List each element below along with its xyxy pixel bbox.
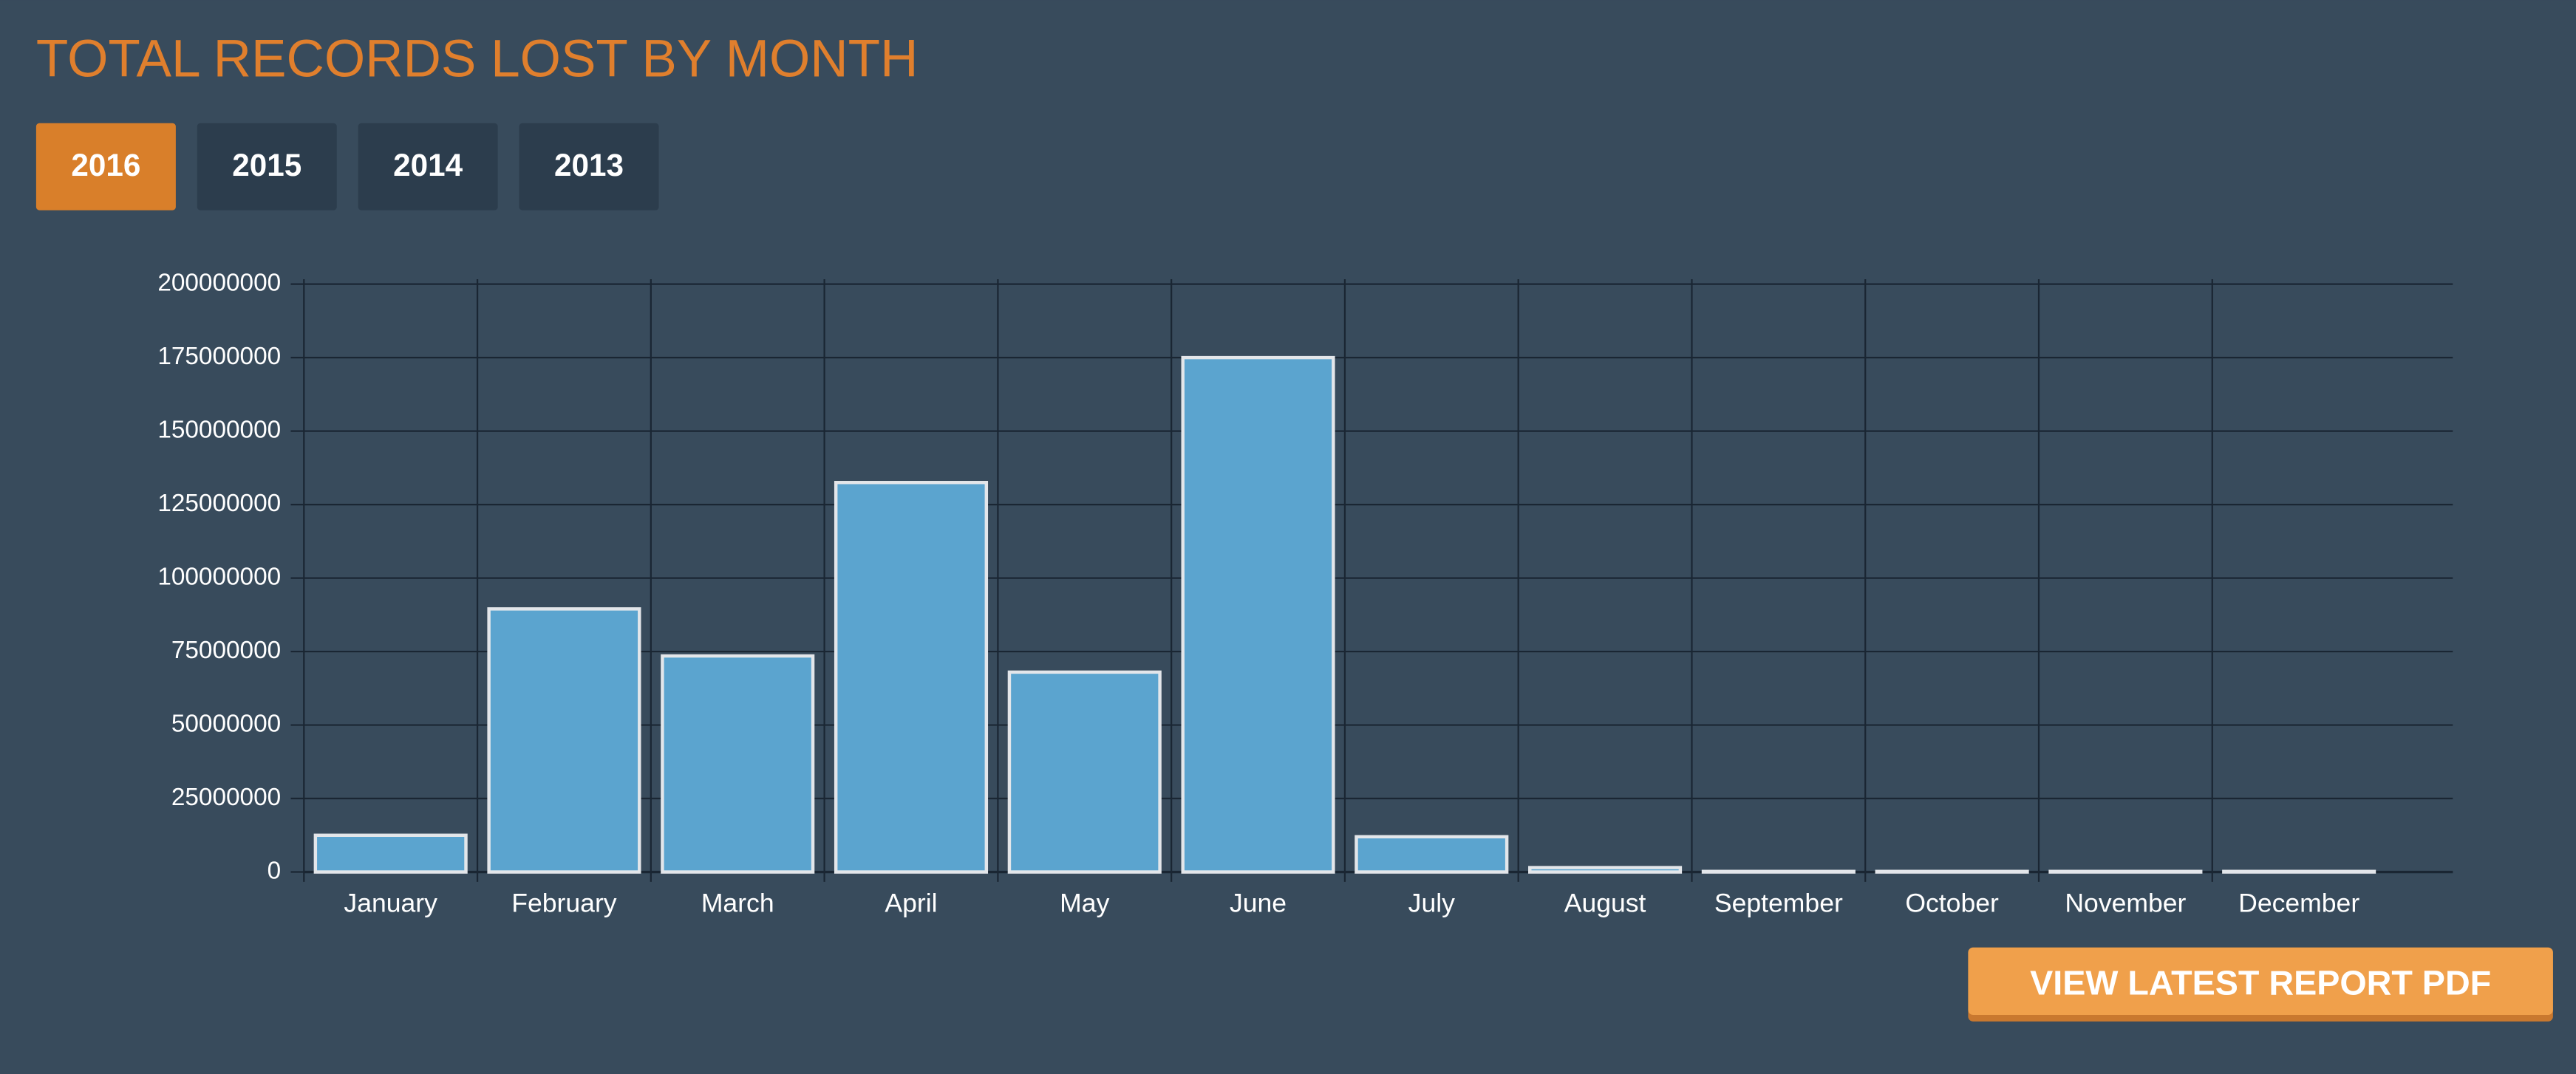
x-tick-label: May [1060,888,1109,917]
x-tick-label: March [701,888,774,917]
bar [1355,835,1509,874]
bar [661,654,815,874]
x-tick-label: June [1230,888,1287,917]
x-tick-label: July [1408,888,1455,917]
year-tab[interactable] [519,123,659,211]
year-tab-label[interactable]: 2015 [232,148,301,182]
report-button[interactable]: VIEW LATEST REPORT PDF [1968,947,2553,1022]
x-tick-label: November [2065,888,2186,917]
x-tick-label: January [344,888,437,917]
year-tab[interactable] [358,123,498,211]
bar [313,833,468,874]
y-tick-label: 0 [268,857,282,884]
bar [1007,670,1162,874]
chart: 0 25000000 50000000 75000000 100000000 125000… [157,269,2453,917]
chart-title: TOTAL RECORDS LOST BY MONTH [36,30,919,88]
button-label[interactable]: VIEW LATEST REPORT PDF [2030,963,2491,1002]
y-tick-label: 50000000 [171,710,281,737]
y-tick-label: 200000000 [157,269,281,296]
x-tick-label: April [885,888,937,917]
x-tick-label: February [511,888,617,917]
y-tick-label: 150000000 [157,416,281,443]
button-face[interactable] [1968,947,2553,1015]
x-tick-label: October [1905,888,1999,917]
year-tab-label[interactable]: 2014 [393,148,463,182]
year-tab[interactable] [35,123,176,211]
y-tick-label: 125000000 [157,490,281,517]
year-tab-label[interactable]: 2013 [554,148,624,182]
x-tick-label: August [1564,888,1646,917]
bar [834,481,989,874]
year-tab-label[interactable]: 2016 [71,148,140,182]
bar [1528,866,1683,874]
y-tick-label: 25000000 [171,784,281,811]
y-tick-label: 100000000 [157,563,281,590]
year-tab[interactable] [197,123,337,211]
x-tick-label: December [2238,888,2359,917]
y-tick-label: 75000000 [171,637,281,664]
bar [1181,355,1335,874]
y-tick-label: 175000000 [157,343,281,370]
x-tick-label: September [1714,888,1843,917]
year-tabs: 2016 2015 2014 2013 [35,123,659,211]
bar [487,607,641,874]
